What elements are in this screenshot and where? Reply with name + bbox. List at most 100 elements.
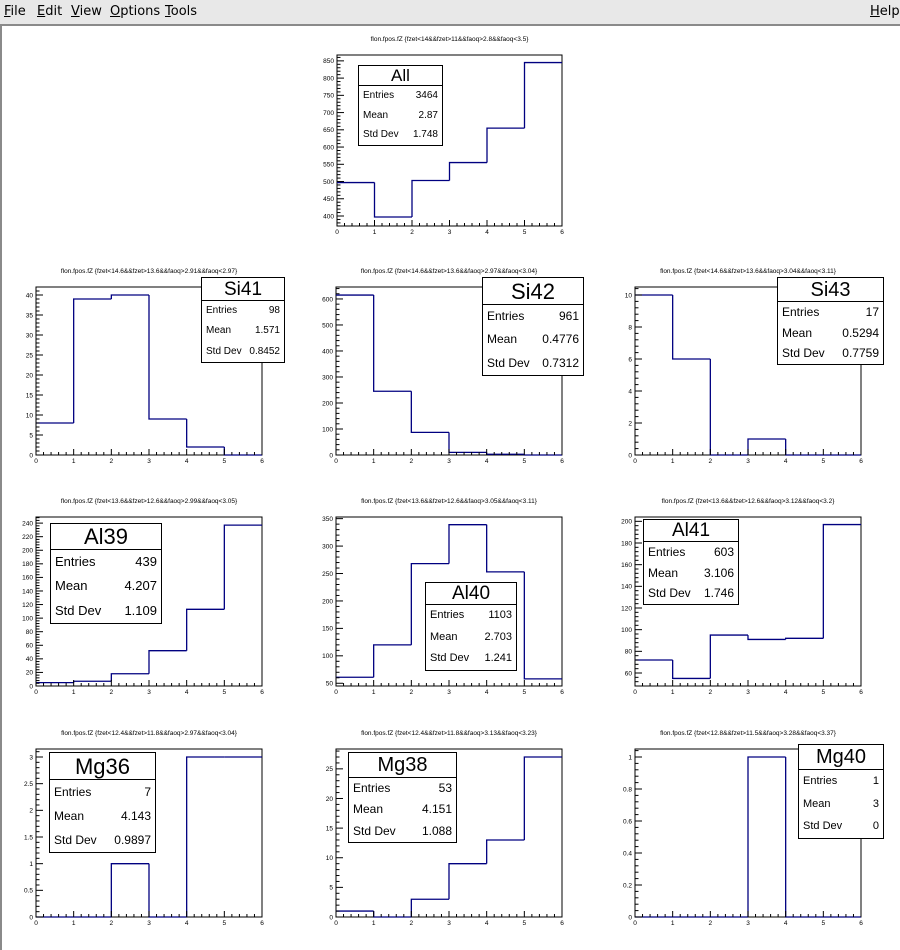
y-tick-label: 0.6 [623, 818, 632, 825]
y-tick-label: 50 [326, 681, 334, 688]
histogram-bin [747, 438, 786, 455]
histogram-bin [785, 637, 824, 640]
histogram-bin [448, 161, 487, 181]
stats-box-si42[interactable]: Si42 Entries 961 Mean 0.4776 Std Dev 0.7312 [482, 277, 584, 376]
y-tick-label: 8 [628, 324, 632, 331]
histogram-pad-mg40[interactable]: flon.fpos.fZ {fzet<12.8&&fzet>11.5&&faoq… [590, 719, 886, 947]
x-tick-label: 1 [372, 689, 376, 696]
histogram-pad-al40[interactable]: flon.fpos.fZ {fzet<13.6&&fzet>12.6&&faoq… [291, 487, 587, 716]
y-tick-label: 650 [323, 127, 334, 134]
y-tick-label: 2 [29, 808, 33, 815]
menu-edit[interactable]: Edit [37, 4, 62, 19]
histogram-pad-mg38[interactable]: flon.fpos.fZ {fzet<12.4&&fzet>11.8&&faoq… [291, 719, 587, 947]
histogram-pad-all[interactable]: flon.fpos.fZ {fzet<14&&fzet>11&&faoq>2.8… [292, 25, 587, 256]
stats-box-mg36[interactable]: Mg36 Entries 7 Mean 4.143 Std Dev 0.9897 [49, 752, 156, 853]
histogram-bin [709, 359, 748, 456]
stats-box-al39[interactable]: Al39 Entries 439 Mean 4.207 Std Dev 1.109 [50, 523, 162, 624]
stats-label: Std Dev [206, 345, 242, 357]
y-tick-label: 4 [628, 388, 632, 395]
stats-box-title: Al39 [51, 524, 161, 550]
stats-value: 0 [872, 820, 879, 833]
y-tick-label: 35 [26, 312, 34, 319]
x-tick-label: 4 [185, 689, 189, 696]
y-tick-label: 350 [322, 516, 333, 523]
histogram-bin [523, 454, 562, 456]
menu-view[interactable]: View [71, 4, 102, 19]
histogram-pad-si43[interactable]: flon.fpos.fZ {fzet<14.6&&fzet>13.6&&faoq… [590, 257, 886, 485]
y-tick-label: 100 [322, 653, 333, 660]
x-tick-label: 3 [746, 689, 750, 696]
histogram-bin [373, 644, 412, 678]
x-tick-label: 1 [671, 458, 675, 465]
y-tick-label: 15 [26, 392, 34, 399]
stats-value: 1.746 [703, 586, 734, 601]
stats-label: Std Dev [353, 823, 396, 838]
stats-value: 7 [144, 785, 151, 799]
stats-box-mg38[interactable]: Mg38 Entries 53 Mean 4.151 Std Dev 1.088 [348, 752, 457, 843]
y-tick-label: 200 [22, 548, 33, 555]
stats-box-mg40[interactable]: Mg40 Entries 1 Mean 3 Std Dev 0 [798, 744, 884, 839]
stats-value: 3.106 [703, 565, 734, 580]
histogram-title: flon.fpos.fZ {fzet<12.4&&fzet>11.8&&faoq… [61, 730, 238, 737]
x-tick-label: 1 [372, 458, 376, 465]
stats-row: Entries 1 [799, 770, 883, 793]
menu-bar: File Edit View Options Tools Help [0, 0, 900, 24]
stats-row: Mean 0.5294 [778, 323, 883, 344]
histogram-bin [523, 756, 562, 840]
stats-value: 17 [865, 305, 879, 319]
histogram-title: flon.fpos.fZ {fzet<12.8&&fzet>11.5&&faoq… [660, 730, 837, 737]
menu-options[interactable]: Options [110, 4, 160, 19]
histogram-bin [822, 523, 861, 639]
stats-row: Mean 1.571 [202, 321, 284, 341]
histogram-bin [73, 298, 112, 423]
stats-row: Entries 439 [51, 550, 161, 574]
histogram-pad-si41[interactable]: flon.fpos.fZ {fzet<14.6&&fzet>13.6&&faoq… [0, 257, 287, 485]
histogram-bin [486, 127, 525, 163]
histogram-pad-al41[interactable]: flon.fpos.fZ {fzet<13.6&&fzet>12.6&&faoq… [590, 487, 886, 716]
y-tick-label: 0.8 [623, 786, 632, 793]
y-tick-label: 20 [326, 796, 334, 803]
stats-row: Mean 0.4776 [483, 328, 583, 351]
y-tick-label: 10 [625, 292, 633, 299]
menu-file[interactable]: File [4, 4, 26, 19]
x-tick-label: 4 [485, 689, 489, 696]
y-tick-label: 400 [322, 348, 333, 355]
menu-tools[interactable]: Tools [165, 4, 197, 19]
stats-value: 4.151 [421, 802, 452, 817]
menu-view-mnemonic: V [71, 4, 80, 19]
stats-box-title: Si41 [202, 278, 284, 301]
histogram-pad-al39[interactable]: flon.fpos.fZ {fzet<13.6&&fzet>12.6&&faoq… [0, 487, 287, 716]
stats-box-si43[interactable]: Si43 Entries 17 Mean 0.5294 Std Dev 0.7759 [777, 277, 884, 365]
stats-label: Std Dev [55, 602, 102, 618]
x-tick-label: 5 [822, 920, 826, 927]
y-tick-label: 300 [322, 374, 333, 381]
stats-box-al40[interactable]: Al40 Entries 1103 Mean 2.703 Std Dev 1.241 [425, 582, 517, 671]
y-tick-label: 1 [29, 861, 33, 868]
x-tick-label: 0 [335, 229, 339, 236]
stats-box-all[interactable]: All Entries 3464 Mean 2.87 Std Dev 1.748 [358, 65, 443, 146]
y-tick-label: 100 [22, 615, 33, 622]
histogram-title: flon.fpos.fZ {fzet<14.6&&fzet>13.6&&faoq… [660, 268, 837, 275]
x-tick-label: 1 [372, 920, 376, 927]
stats-box-si41[interactable]: Si41 Entries 98 Mean 1.571 Std Dev 0.8452 [201, 277, 285, 363]
histogram-title: flon.fpos.fZ {fzet<14.6&&fzet>13.6&&faoq… [361, 268, 538, 275]
stats-row: Mean 2.703 [426, 627, 516, 649]
histogram-bin [410, 391, 449, 434]
histogram-title: flon.fpos.fZ {fzet<13.6&&fzet>12.6&&faoq… [662, 498, 836, 505]
stats-box-al41[interactable]: Al41 Entries 603 Mean 3.106 Std Dev 1.746 [643, 519, 739, 605]
histogram-bin [373, 182, 412, 218]
histogram-bin [148, 295, 187, 420]
x-tick-label: 4 [185, 458, 189, 465]
x-tick-label: 1 [72, 920, 76, 927]
stats-label: Entries [782, 305, 820, 319]
y-tick-label: 120 [22, 602, 33, 609]
stats-row: Std Dev 1.748 [359, 125, 442, 145]
stats-value: 53 [438, 781, 452, 795]
x-tick-label: 6 [260, 689, 264, 696]
stats-label: Std Dev [430, 652, 470, 665]
stats-row: Mean 4.143 [50, 804, 155, 828]
menu-help[interactable]: Help [870, 4, 900, 19]
stats-row: Std Dev 1.088 [349, 821, 456, 842]
x-tick-label: 2 [110, 689, 114, 696]
histogram-pad-mg36[interactable]: flon.fpos.fZ {fzet<12.4&&fzet>11.8&&faoq… [0, 719, 287, 947]
